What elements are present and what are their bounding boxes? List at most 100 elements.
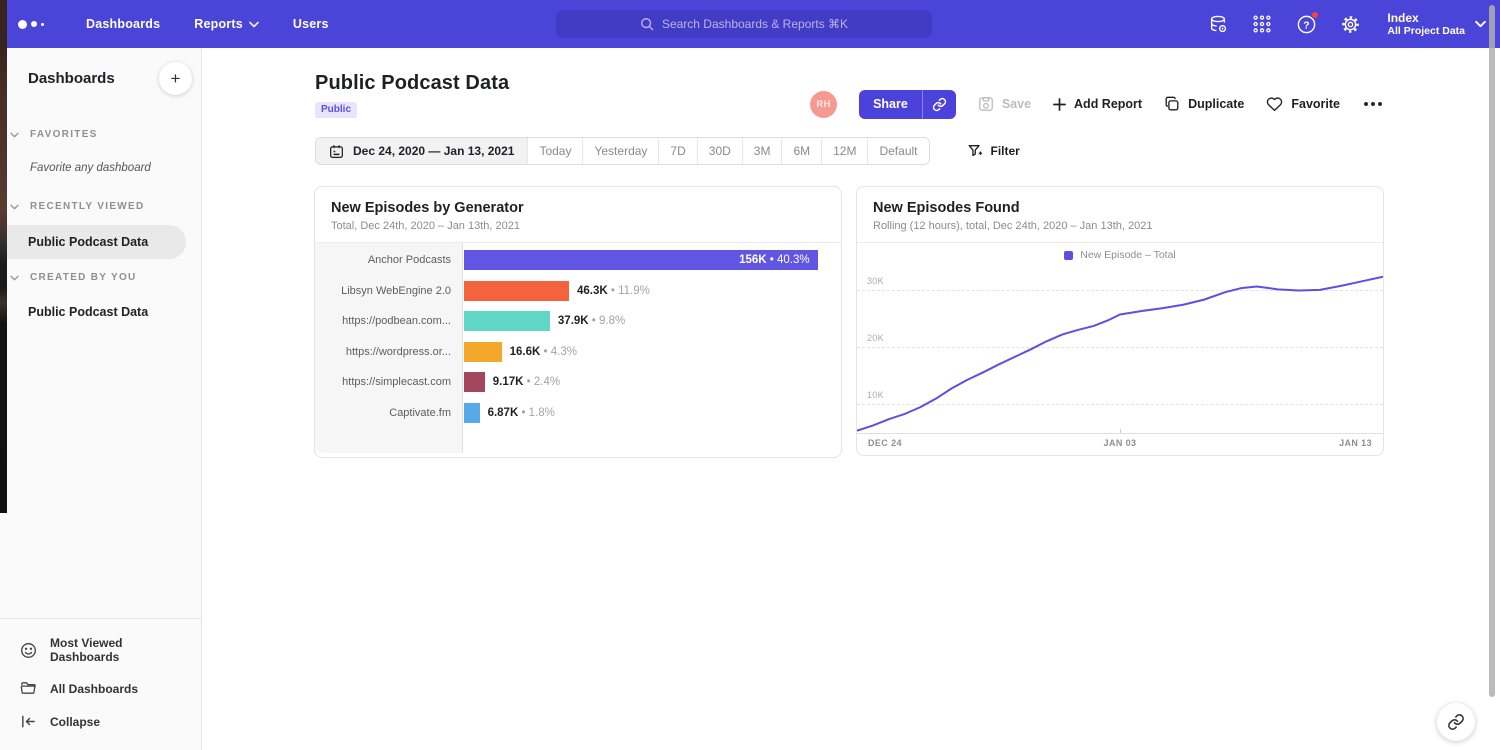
all-dashboards-button[interactable]: All Dashboards <box>0 672 201 705</box>
nav-item-users[interactable]: Users <box>292 17 329 31</box>
x-tick-label: JAN 13 <box>1339 438 1372 448</box>
bar-row: https://simplecast.com 9.17K • 2.4% <box>315 367 841 398</box>
duplicate-button[interactable]: Duplicate <box>1164 96 1244 112</box>
legend-swatch <box>1064 250 1074 260</box>
search-icon <box>641 18 654 31</box>
workspace-scope: All Project Data <box>1387 24 1465 37</box>
bar-segment[interactable] <box>464 372 485 393</box>
sidebar-item-public-podcast-data-2[interactable]: Public Podcast Data <box>28 305 149 319</box>
sidebar: Dashboards + FAVORITES Favorite any dash… <box>0 48 202 750</box>
avatar[interactable]: RH <box>810 90 838 118</box>
notification-dot <box>1311 11 1320 19</box>
date-preset-today[interactable]: Today <box>527 138 583 164</box>
most-viewed-dashboards-button[interactable]: Most Viewed Dashboards <box>0 628 201 672</box>
heart-icon <box>1267 97 1283 112</box>
bar-segment[interactable] <box>464 402 480 423</box>
line-chart-subtitle: Rolling (12 hours), total, Dec 24th, 202… <box>873 220 1153 232</box>
help-icon[interactable]: ? <box>1295 11 1320 35</box>
apps-grid-icon[interactable] <box>1251 13 1273 35</box>
svg-text:?: ? <box>1303 19 1309 31</box>
add-report-button[interactable]: Add Report <box>1053 97 1142 111</box>
bar-segment[interactable] <box>464 311 550 332</box>
date-preset-30d[interactable]: 30D <box>696 138 742 164</box>
search-placeholder: Search Dashboards & Reports ⌘K <box>661 17 849 31</box>
search-input[interactable]: Search Dashboards & Reports ⌘K <box>556 10 932 38</box>
bar-row: https://wordpress.or... 16.6K • 4.3% <box>315 337 841 368</box>
line-chart-title: New Episodes Found <box>873 200 1020 216</box>
y-tick-label: 30K <box>867 275 884 286</box>
date-preset-7d[interactable]: 7D <box>658 138 697 164</box>
smiley-icon <box>21 642 36 658</box>
legend-label: New Episode – Total <box>1080 249 1176 261</box>
nav-item-reports[interactable]: Reports <box>194 17 259 31</box>
bar-row: Anchor Podcasts 156K • 40.3% <box>315 245 841 276</box>
bar-row: Libsyn WebEngine 2.0 46.3K • 11.9% <box>315 276 841 307</box>
gridline <box>857 347 1383 349</box>
header-actions: RH Share Save Add Report Duplicate Favor… <box>810 89 1384 119</box>
line-series[interactable] <box>857 277 1383 431</box>
collapse-sidebar-button[interactable]: Collapse <box>0 705 201 738</box>
save-button[interactable]: Save <box>978 96 1031 112</box>
nav-item-dashboards[interactable]: Dashboards <box>86 17 161 31</box>
bar-category-label: https://wordpress.or... <box>345 345 451 358</box>
more-options-button[interactable] <box>1362 98 1384 110</box>
date-preset-12m[interactable]: 12M <box>821 138 868 164</box>
copy-link-button[interactable] <box>921 89 956 119</box>
workspace-name: Index <box>1387 10 1419 25</box>
date-preset-default[interactable]: Default <box>867 138 929 164</box>
gridline <box>857 289 1383 291</box>
link-icon <box>1448 714 1464 730</box>
settings-gear-icon[interactable] <box>1339 13 1361 35</box>
chevron-down-icon <box>10 275 19 280</box>
bar-value-label: 9.17K • 2.4% <box>492 376 561 389</box>
bar-value-label: 37.9K • 9.8% <box>557 315 626 328</box>
share-split-button: Share <box>859 89 956 119</box>
share-link-fab[interactable] <box>1437 703 1475 741</box>
bar-category-label: https://podbean.com... <box>342 315 451 328</box>
link-icon <box>932 97 946 111</box>
bar-value-label: 16.6K • 4.3% <box>509 345 577 358</box>
line-chart-card: New Episodes Found Rolling (12 hours), t… <box>856 186 1384 456</box>
add-dashboard-button[interactable]: + <box>159 62 192 95</box>
sidebar-item-public-podcast-data[interactable]: Public Podcast Data <box>0 225 186 259</box>
bar-category-label: Libsyn WebEngine 2.0 <box>341 284 451 297</box>
bar-row: https://podbean.com... 37.9K • 9.8% <box>315 306 841 337</box>
bar-segment[interactable]: 156K • 40.3% <box>464 250 818 271</box>
workspace-selector[interactable]: Index All Project Data <box>1387 11 1486 38</box>
folder-icon <box>20 682 36 694</box>
bar-segment[interactable] <box>464 280 569 301</box>
collapse-icon <box>22 715 35 728</box>
axis-tick <box>1120 429 1121 433</box>
app-logo-icon[interactable] <box>18 19 52 29</box>
bar-chart-title: New Episodes by Generator <box>331 200 524 216</box>
section-recently-viewed[interactable]: RECENTLY VIEWED <box>0 201 201 212</box>
chevron-down-icon <box>10 132 19 137</box>
page-scrollbar[interactable] <box>1489 5 1495 697</box>
page-title: Public Podcast Data <box>315 72 510 94</box>
calendar-icon <box>330 144 343 158</box>
x-tick-label: JAN 03 <box>1103 438 1137 448</box>
date-presets: Today Yesterday 7D 30D 3M 6M 12M Default <box>527 138 929 164</box>
sidebar-title: Dashboards <box>28 70 115 87</box>
duplicate-icon <box>1165 96 1179 111</box>
date-controls: Dec 24, 2020 — Jan 13, 2021 Today Yesterd… <box>315 137 1020 165</box>
date-preset-yesterday[interactable]: Yesterday <box>582 138 659 164</box>
bar-category-label: Anchor Podcasts <box>367 254 451 267</box>
section-created-by-you[interactable]: CREATED BY YOU <box>0 272 201 283</box>
filter-button[interactable]: Filter <box>967 143 1020 159</box>
bar-row: Captivate.fm 6.87K • 1.8% <box>315 398 841 429</box>
line-plot-area: 30K 20K 10K <box>857 267 1383 434</box>
bar-segment[interactable] <box>464 341 502 362</box>
bar-chart-subtitle: Total, Dec 24th, 2020 – Jan 13th, 2021 <box>331 220 520 232</box>
favorite-button[interactable]: Favorite <box>1266 96 1340 112</box>
gridline <box>857 404 1383 406</box>
chart-legend: New Episode – Total <box>857 243 1383 267</box>
date-preset-6m[interactable]: 6M <box>781 138 822 164</box>
y-tick-label: 10K <box>867 390 884 401</box>
section-favorites[interactable]: FAVORITES <box>0 129 201 140</box>
date-range-picker[interactable]: Dec 24, 2020 — Jan 13, 2021 <box>316 138 528 164</box>
data-management-icon[interactable] <box>1207 13 1229 35</box>
share-button[interactable]: Share <box>873 97 908 111</box>
date-preset-3m[interactable]: 3M <box>741 138 782 164</box>
plus-icon <box>1053 97 1066 111</box>
